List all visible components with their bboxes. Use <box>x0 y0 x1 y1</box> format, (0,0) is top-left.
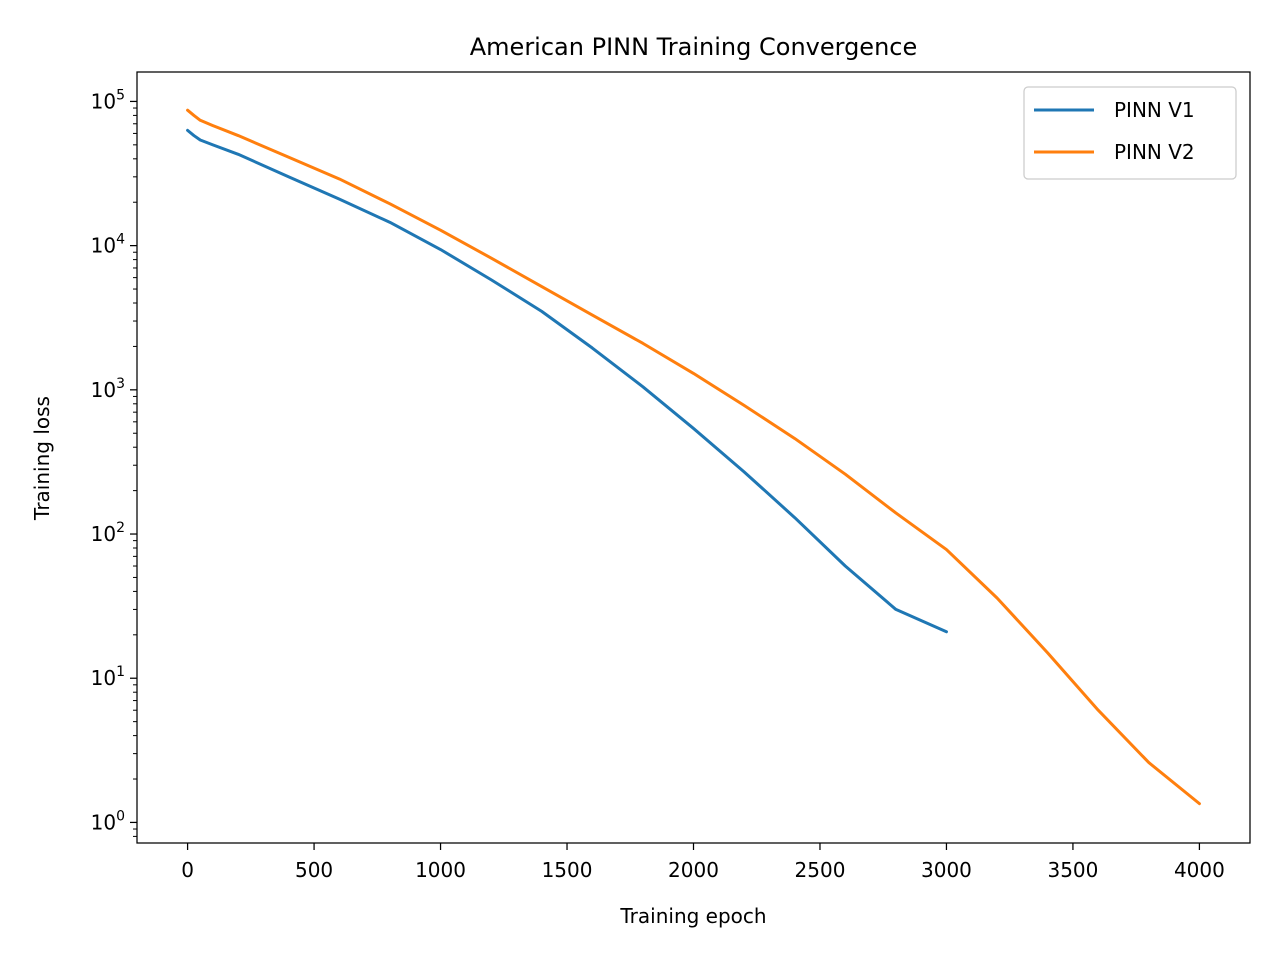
y-tick-label: 100 <box>91 808 125 834</box>
legend-label-1: PINN V1 <box>1114 98 1195 122</box>
x-tick-label: 2500 <box>795 858 846 882</box>
y-tick-label: 104 <box>91 232 125 258</box>
x-tick-label: 3500 <box>1047 858 1098 882</box>
y-tick-label: 102 <box>91 520 125 546</box>
y-tick-label: 103 <box>91 376 125 402</box>
series-line-2 <box>186 108 1201 806</box>
series-line-1 <box>186 128 948 634</box>
y-axis: 100 101 102 103 104 105 <box>91 87 137 837</box>
x-tick-label: 3000 <box>921 858 972 882</box>
x-tick-label: 1500 <box>542 858 593 882</box>
series-layer <box>186 108 1201 806</box>
y-axis-label: Training loss <box>30 396 54 521</box>
x-tick-label: 2000 <box>668 858 719 882</box>
plot-frame <box>136 71 1251 844</box>
x-axis: 0 500 1000 1500 2000 2500 3000 3500 4000 <box>181 843 1225 882</box>
x-tick-label: 500 <box>295 858 333 882</box>
x-tick-label: 1000 <box>415 858 466 882</box>
legend: PINN V1 PINN V2 <box>1023 86 1237 180</box>
x-axis-label: Training epoch <box>619 904 766 928</box>
x-tick-label: 4000 <box>1174 858 1225 882</box>
x-tick-label: 0 <box>181 858 194 882</box>
legend-label-2: PINN V2 <box>1114 140 1195 164</box>
y-tick-label: 101 <box>91 664 125 690</box>
chart-title: American PINN Training Convergence <box>470 33 918 61</box>
y-tick-label: 105 <box>91 87 125 113</box>
